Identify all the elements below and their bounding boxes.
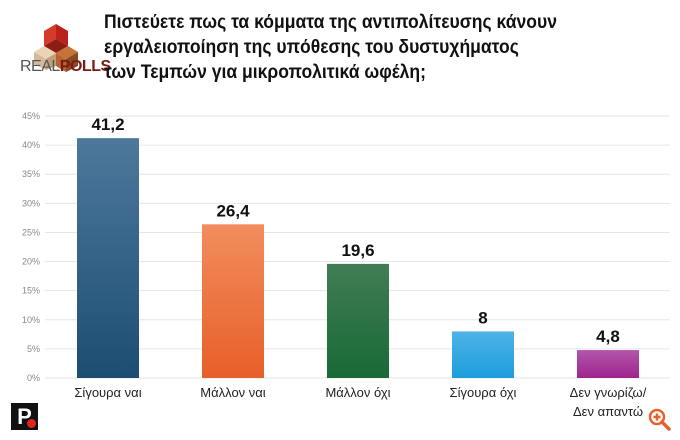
x-tick-label: Μάλλον ναι (200, 385, 266, 400)
realpolls-logo-text: REALPOLLS (20, 58, 111, 75)
bar (327, 263, 389, 378)
chart-title: Πιστεύετε πως τα κόμματα της αντιπολίτευ… (104, 11, 557, 83)
data-label: 26,4 (216, 201, 250, 220)
bar (452, 331, 514, 378)
realpolls-logo-icon (34, 24, 78, 72)
data-label: 8 (478, 308, 487, 327)
y-tick-label: 45% (22, 111, 40, 121)
x-tick-label: Δεν γνωρίζω/ (570, 385, 647, 400)
x-tick-label: Σίγουρα ναι (74, 385, 141, 400)
publisher-logo-icon: P (11, 403, 38, 430)
y-tick-label: 20% (22, 257, 40, 267)
data-label: 4,8 (596, 327, 620, 346)
y-tick-label: 40% (22, 140, 40, 150)
y-tick-label: 25% (22, 227, 40, 237)
x-tick-label: Μάλλον όχι (325, 385, 390, 400)
zoom-in-icon[interactable] (648, 408, 672, 432)
bar (577, 350, 639, 378)
x-tick-label: Σίγουρα όχι (450, 385, 517, 400)
y-tick-label: 30% (22, 198, 40, 208)
y-tick-label: 10% (22, 315, 40, 325)
bar (202, 224, 264, 378)
y-tick-label: 5% (27, 344, 40, 354)
data-label: 41,2 (91, 115, 124, 134)
data-label: 19,6 (341, 241, 374, 260)
bar (77, 138, 139, 378)
y-tick-label: 0% (27, 373, 40, 383)
y-tick-label: 15% (22, 286, 40, 296)
x-tick-label: Δεν απαντώ (573, 404, 643, 419)
y-tick-label: 35% (22, 169, 40, 179)
